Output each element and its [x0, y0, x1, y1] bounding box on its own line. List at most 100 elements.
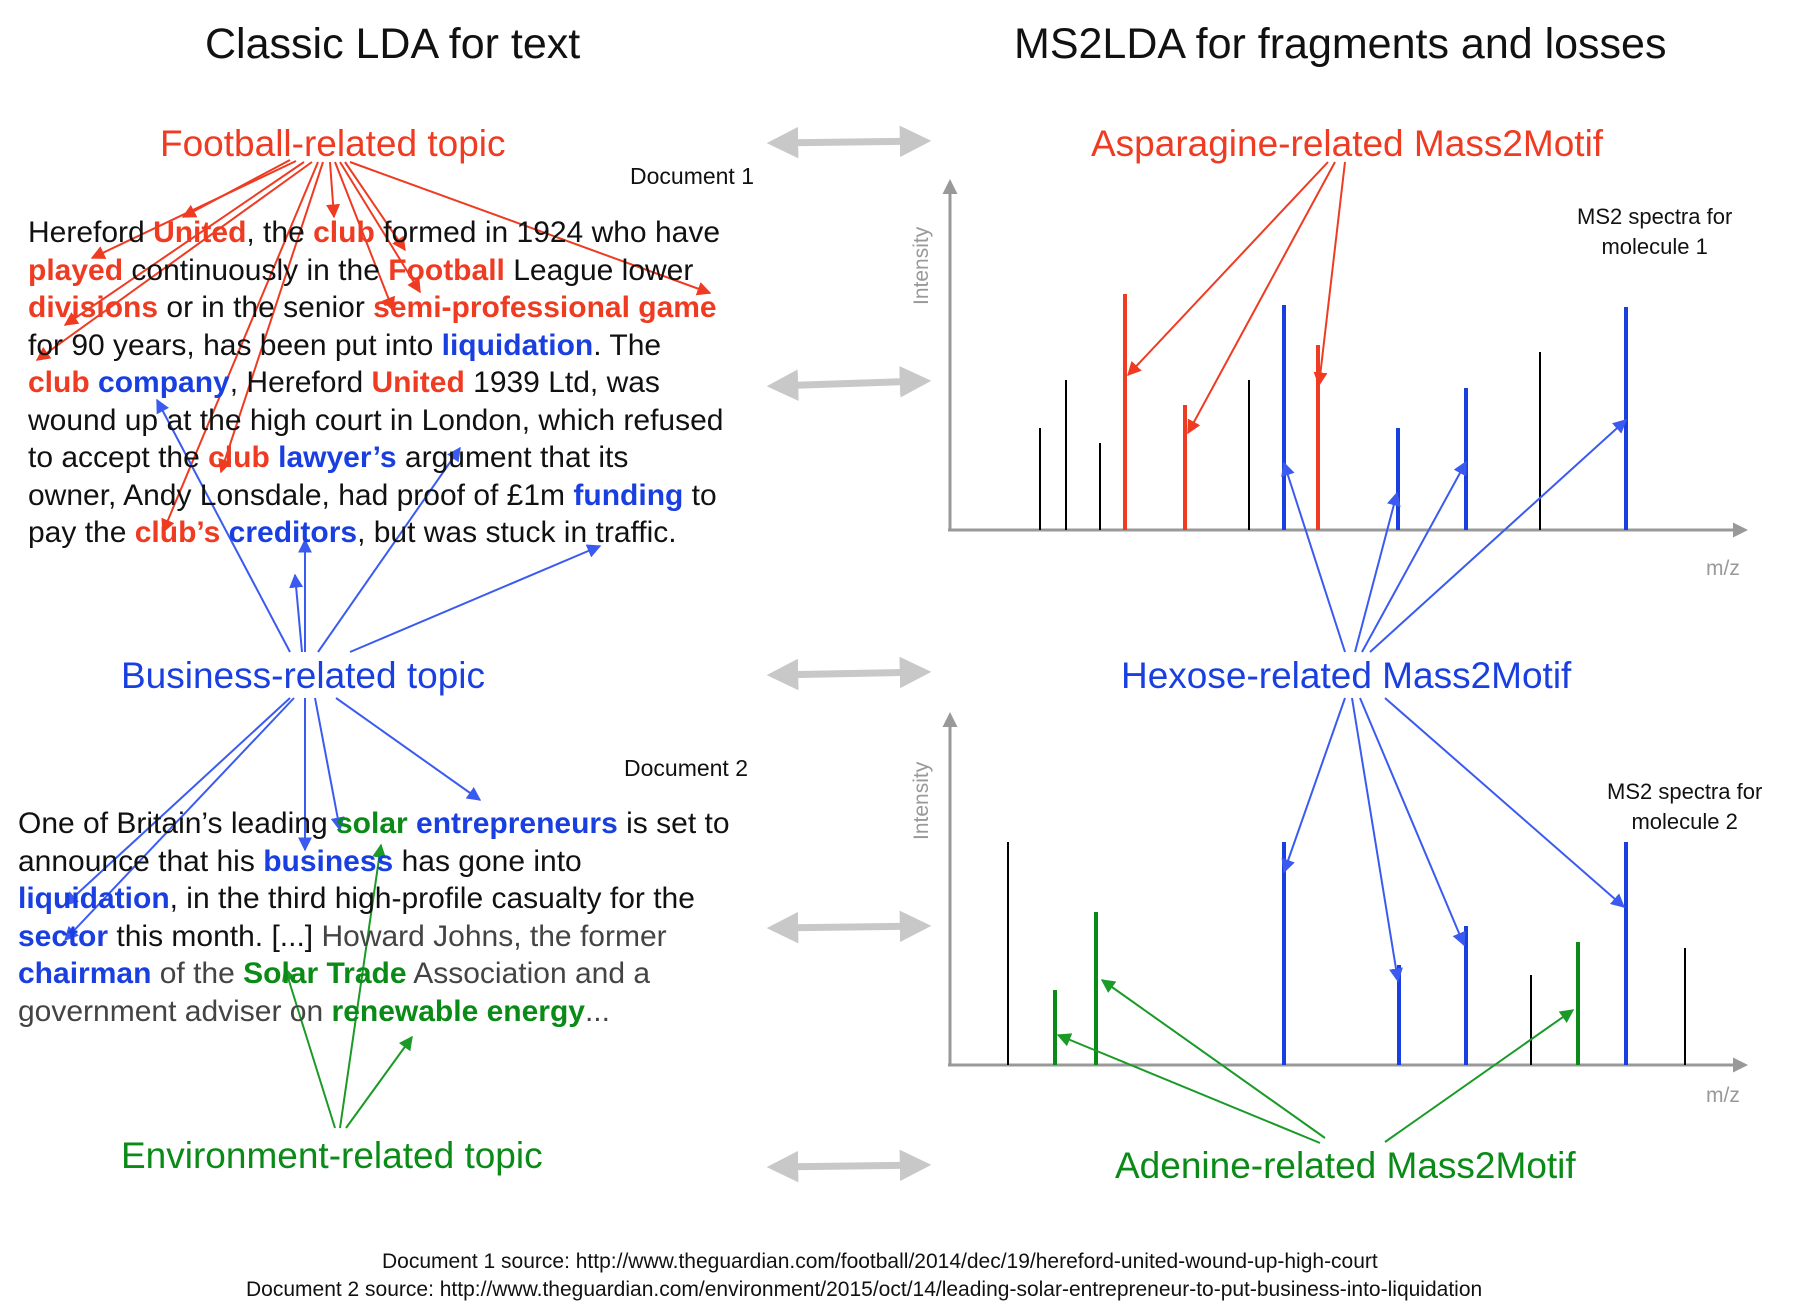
document-1-line: played continuously in the Football Leag…	[28, 252, 723, 290]
text-segment: , but was stuck in traffic.	[357, 516, 677, 549]
text-segment: 1939 Ltd, was	[464, 366, 660, 399]
text-segment: League lower	[504, 253, 694, 287]
motif-peak-arrow	[1313, 161, 1346, 387]
document-2-label: Document 2	[624, 755, 749, 781]
caption-line: molecule 1	[1601, 234, 1708, 259]
document-1-line: pay the club’s creditors, but was stuck …	[28, 514, 723, 552]
football-word: United	[153, 216, 247, 249]
business-word: lawyer’s	[278, 441, 397, 474]
text-segment: or in the senior	[158, 291, 374, 324]
environment-word: renewable energy	[331, 994, 585, 1028]
topic-word-arrow	[345, 1035, 413, 1129]
correspondence-arrow	[766, 910, 932, 944]
topic-word-arrow	[63, 161, 305, 326]
motif-peak-arrow	[1359, 697, 1466, 947]
document-1-line: for 90 years, has been put into liquidat…	[28, 327, 723, 365]
spectrum-1-axes	[942, 179, 1748, 538]
hexose-motif-label: Hexose-related Mass2Motif	[1121, 655, 1572, 696]
motif-peak-arrow	[1384, 697, 1626, 908]
football-word: club	[28, 366, 90, 399]
football-word: club	[208, 441, 270, 474]
correspondence-arrow	[766, 125, 932, 159]
football-word: divisions	[28, 291, 159, 324]
correspondence-arrow	[766, 366, 932, 401]
football-word: club	[313, 216, 375, 249]
motif-peak-arrow	[1100, 979, 1326, 1139]
motif-peak-arrow	[1127, 161, 1329, 377]
intensity-axis-label: Intensity	[910, 761, 933, 840]
text-segment: Association and a	[406, 957, 651, 990]
caption-line: molecule 2	[1631, 809, 1738, 834]
correspondence-arrow	[766, 1149, 932, 1183]
topic-word-arrow	[339, 843, 387, 1129]
topic-word-arrow	[326, 161, 341, 219]
text-segment: to accept the	[28, 441, 209, 474]
text-segment: this month. [...]	[108, 919, 322, 953]
correspondence-arrows	[766, 125, 932, 1183]
right-column-title: MS2LDA for fragments and losses	[1014, 20, 1667, 68]
motif-peak-arrow	[1351, 697, 1403, 983]
text-segment: government adviser on	[18, 994, 332, 1028]
molecule-2-caption: MS2 spectra for molecule 2	[1607, 777, 1762, 837]
topic-word-arrow	[349, 161, 712, 296]
text-segment	[90, 366, 98, 399]
document-2-line: sector this month. [...] Howard Johns, t…	[18, 918, 730, 956]
topic-word-arrow	[282, 966, 336, 1129]
topic-word-arrow	[35, 161, 313, 361]
text-segment: , Hereford	[229, 366, 372, 399]
asparagine-motif-arrows	[1127, 161, 1346, 435]
document-1-line: owner, Andy Lonsdale, had proof of £1m f…	[28, 477, 723, 515]
text-segment: announce that his	[18, 844, 264, 878]
spectrum-2-peaks	[1007, 842, 1686, 1065]
environment-topic-arrows	[282, 843, 413, 1129]
text-segment: , in the third high-profile casualty for…	[169, 882, 695, 915]
text-segment: . The	[593, 328, 662, 362]
caption-line: MS2 spectra for	[1577, 204, 1733, 229]
text-segment: of the	[151, 957, 244, 990]
motif-peak-arrow	[1354, 491, 1401, 653]
topic-word-arrow	[349, 544, 602, 653]
document-2-line: chairman of the Solar Trade Association …	[18, 955, 730, 993]
text-segment: Howard Johns, the former	[321, 919, 667, 953]
football-word: United	[371, 366, 465, 399]
text-segment: pay the	[28, 516, 135, 549]
motif-peak-arrow	[1369, 419, 1628, 653]
business-topic-label: Business-related topic	[121, 655, 486, 696]
document-2-line: liquidation, in the third high-profile c…	[18, 880, 730, 918]
molecule-1-caption: MS2 spectra for molecule 1	[1577, 202, 1732, 262]
business-word: company	[98, 366, 230, 399]
text-segment: for 90 years, has been put into	[28, 328, 442, 362]
football-topic-label: Football-related topic	[160, 123, 506, 164]
asparagine-motif-label: Asparagine-related Mass2Motif	[1091, 123, 1604, 164]
football-topic-arrows	[35, 159, 712, 534]
topic-word-arrow	[335, 697, 482, 801]
text-segment: , the	[246, 216, 314, 249]
topic-word-arrow	[289, 573, 304, 653]
text-segment: to	[683, 478, 717, 512]
caption-line: MS2 spectra for	[1607, 779, 1763, 804]
text-segment: Hereford	[28, 216, 154, 249]
document-1-line: Hereford United, the club formed in 1924…	[28, 214, 723, 252]
topic-word-arrow	[317, 446, 461, 653]
business-word: liquidation	[18, 882, 170, 915]
left-column-title: Classic LDA for text	[205, 20, 581, 68]
topic-word-arrow	[218, 161, 324, 474]
business-word: chairman	[18, 957, 152, 990]
business-word: business	[263, 844, 394, 878]
text-segment: ...	[584, 994, 610, 1028]
topic-word-arrow	[344, 161, 406, 252]
document-1-line: wound up at the high court in London, wh…	[28, 402, 723, 440]
document-2-line: One of Britain’s leading solar entrepren…	[18, 805, 730, 843]
topic-word-arrow	[156, 398, 291, 653]
document-2-text: One of Britain’s leading solar entrepren…	[18, 805, 730, 1030]
correspondence-arrow	[766, 656, 932, 691]
motif-peak-arrow	[1281, 697, 1346, 874]
motif-peak-arrow	[1384, 1009, 1575, 1143]
intensity-axis-label: Intensity	[910, 226, 933, 305]
environment-topic-label: Environment-related topic	[121, 1135, 543, 1176]
spectrum-2-axes	[942, 712, 1748, 1073]
topic-word-arrow	[90, 160, 297, 259]
text-segment	[408, 807, 416, 840]
